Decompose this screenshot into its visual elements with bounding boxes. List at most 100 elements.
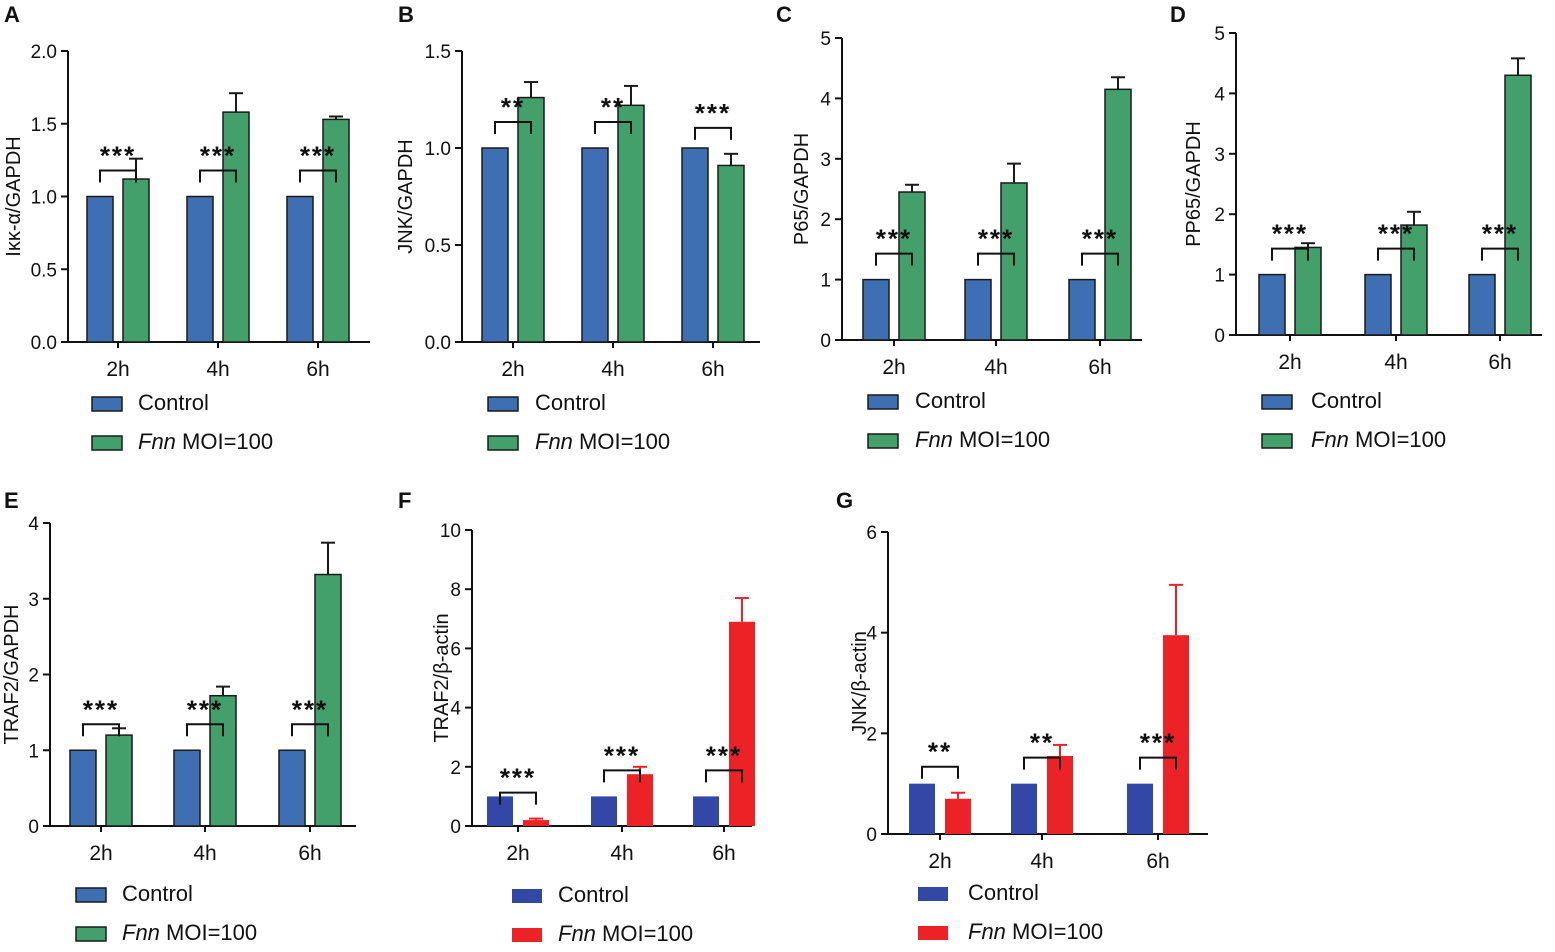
bar-control xyxy=(1468,273,1496,336)
legend-label-control: Control xyxy=(915,388,986,413)
significance-stars: *** xyxy=(706,740,742,770)
significance-stars: *** xyxy=(187,694,223,724)
legend-fnn-rest: MOI=100 xyxy=(176,429,273,454)
bar-control xyxy=(286,195,314,343)
legend-swatch-fnn xyxy=(75,926,107,942)
bar-control xyxy=(591,796,617,826)
legend-fnn-rest: MOI=100 xyxy=(953,427,1050,452)
bar-fnn xyxy=(898,191,926,341)
significance-bracket xyxy=(1023,756,1061,770)
significance-bracket xyxy=(594,121,632,134)
y-tick-label: 2 xyxy=(820,210,831,231)
significance-bracket xyxy=(1139,756,1177,770)
bar-control xyxy=(681,147,709,343)
panel-a: A 0.0 0.5 1.0 1.5 2.0 Iκκ-α/GAPDH 2h *** 4h *** 6h *… xyxy=(3,2,370,454)
significance-bracket xyxy=(291,723,329,737)
y-tick-label: 10 xyxy=(440,521,461,542)
bar-control xyxy=(186,195,214,343)
bar-fnn xyxy=(314,573,342,827)
legend-swatch-fnn xyxy=(91,435,123,451)
y-tick-label: 1.0 xyxy=(425,139,451,160)
bar-control xyxy=(278,749,306,827)
legend-fnn-italic: Fnn xyxy=(558,921,596,946)
significance-stars: *** xyxy=(1082,224,1118,254)
legend: Control Fnn MOI=100 xyxy=(75,881,257,945)
significance-stars: *** xyxy=(1482,219,1518,249)
bar-control xyxy=(1068,278,1096,341)
significance-bracket xyxy=(99,169,137,183)
legend-fnn-italic: Fnn xyxy=(915,427,953,452)
legend-fnn-rest: MOI=100 xyxy=(596,921,693,946)
y-tick-label: 1 xyxy=(1214,266,1225,287)
significance-bracket xyxy=(1081,252,1119,266)
significance-stars: *** xyxy=(500,763,536,793)
legend-label-control: Control xyxy=(558,882,629,907)
significance-bracket xyxy=(1481,247,1519,261)
y-axis-label: TRAF2/β-actin xyxy=(431,613,453,742)
y-axis-label: JNK/GAPDH xyxy=(395,139,417,253)
y-axis-label: PP65/GAPDH xyxy=(1183,121,1205,247)
panel-label: G xyxy=(836,488,853,513)
legend-swatch-fnn xyxy=(1261,433,1293,449)
significance-bracket xyxy=(875,252,913,266)
legend: Control Fnn MOI=100 xyxy=(91,390,273,454)
x-tick-label: 4h xyxy=(984,356,1007,379)
y-tick-label: 8 xyxy=(450,580,461,601)
legend-label-fnn: Fnn MOI=100 xyxy=(535,429,670,454)
legend-fnn-italic: Fnn xyxy=(122,920,160,945)
bar-control xyxy=(69,749,97,827)
y-tick-label: 3 xyxy=(820,150,831,171)
panel-d: D 0 1 2 3 4 5 PP65/GAPDH 2h *** 4h *** 6h *** Control F… xyxy=(1170,2,1542,452)
x-tick-label: 2h xyxy=(928,850,951,873)
significance-bracket xyxy=(694,126,732,140)
bar-control xyxy=(581,147,609,343)
significance-bracket xyxy=(299,169,337,183)
legend-label-fnn: Fnn MOI=100 xyxy=(915,427,1050,452)
y-tick-label: 0 xyxy=(820,331,831,352)
significance-stars: *** xyxy=(978,224,1014,254)
x-tick-label: 6h xyxy=(298,842,321,865)
y-tick-label: 0 xyxy=(28,817,39,838)
x-tick-label: 4h xyxy=(1030,850,1053,873)
legend-swatch-control xyxy=(91,396,123,412)
significance-bracket xyxy=(186,723,224,737)
panel-label: E xyxy=(4,488,19,513)
significance-bracket xyxy=(499,791,537,805)
y-axis-label: P65/GAPDH xyxy=(791,133,813,245)
significance-bracket xyxy=(603,769,641,783)
significance-bracket xyxy=(1271,247,1309,261)
panel-c: C 0 1 2 3 4 5 P65/GAPDH 2h *** 4h *** 6h *** Control Fn… xyxy=(776,2,1142,452)
x-tick-label: 2h xyxy=(106,358,129,381)
significance-stars: *** xyxy=(100,141,136,171)
legend-fnn-rest: MOI=100 xyxy=(1349,427,1446,452)
legend-label-control: Control xyxy=(138,390,209,415)
y-tick-label: 0.5 xyxy=(425,236,451,257)
bar-control xyxy=(1127,783,1153,834)
bar-fnn xyxy=(1504,74,1532,336)
bar-fnn xyxy=(617,104,645,343)
x-tick-label: 2h xyxy=(89,842,112,865)
significance-stars: ** xyxy=(928,737,952,767)
x-tick-label: 4h xyxy=(601,358,624,381)
y-tick-label: 2.0 xyxy=(31,42,57,63)
y-tick-label: 1.5 xyxy=(425,42,451,63)
panel-f: F 0 2 4 6 8 10 TRAF2/β-actin 2h *** 4h *** 6h *** Cont… xyxy=(398,488,755,946)
significance-stars: *** xyxy=(200,141,236,171)
y-tick-label: 1.0 xyxy=(31,188,57,209)
bar-control xyxy=(1258,273,1286,336)
y-tick-label: 5 xyxy=(1214,24,1225,45)
legend-swatch-control xyxy=(75,887,107,903)
bar-fnn xyxy=(627,774,653,826)
legend-swatch-control xyxy=(918,887,948,901)
legend-fnn-rest: MOI=100 xyxy=(573,429,670,454)
bar-fnn xyxy=(105,734,133,827)
legend-swatch-control xyxy=(1261,394,1293,410)
bar-fnn xyxy=(523,820,549,826)
legend-label-control: Control xyxy=(535,390,606,415)
panel-label: D xyxy=(1170,2,1186,27)
significance-stars: *** xyxy=(300,141,336,171)
legend-label-fnn: Fnn MOI=100 xyxy=(122,920,257,945)
y-axis-label: JNK/β-actin xyxy=(849,631,871,735)
legend: Control Fnn MOI=100 xyxy=(487,390,670,454)
bar-control xyxy=(86,195,114,343)
